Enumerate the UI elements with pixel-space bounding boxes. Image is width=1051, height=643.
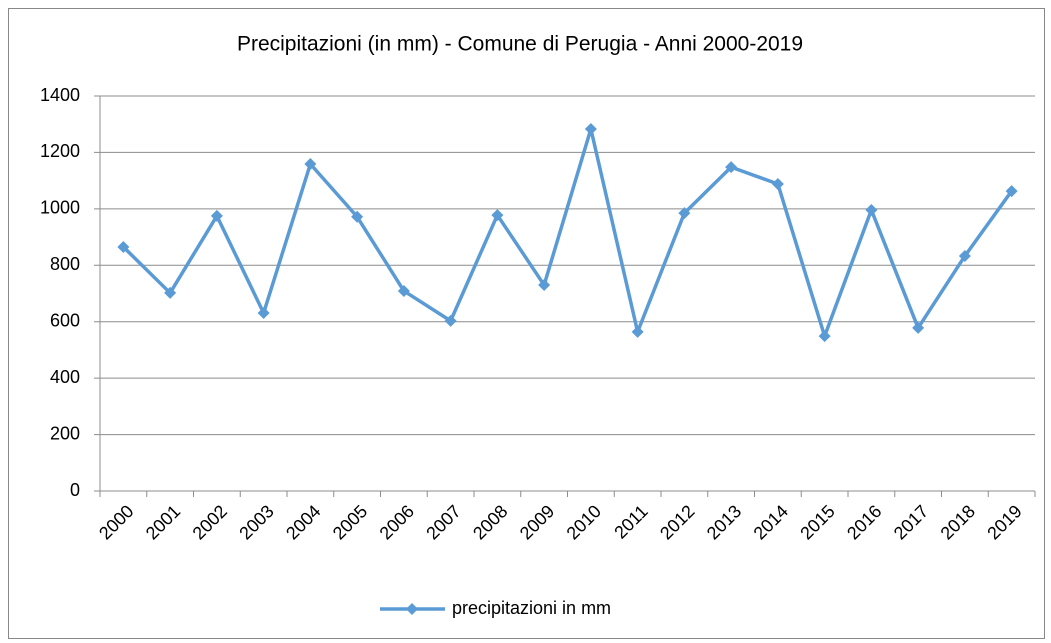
y-tick-label: 0 (70, 480, 80, 500)
point-marker (117, 240, 130, 253)
legend-marker (406, 603, 418, 615)
point-marker (912, 321, 925, 334)
point-marker (584, 123, 597, 136)
point-marker (351, 210, 364, 223)
y-tick-label: 1000 (40, 198, 80, 218)
point-marker (818, 330, 831, 343)
point-marker (491, 209, 504, 222)
series-line (122, 127, 1014, 338)
point-marker (1005, 185, 1018, 198)
point-marker (210, 209, 223, 222)
point-marker (865, 203, 878, 216)
y-tick-label: 1200 (40, 141, 80, 161)
point-marker (397, 284, 410, 297)
point-marker (304, 157, 317, 170)
chart-title: Precipitazioni (in mm) - Comune di Perug… (237, 33, 803, 56)
y-tick-label: 1400 (40, 85, 80, 105)
chart-frame (8, 8, 1045, 639)
point-marker (538, 279, 551, 292)
y-tick-label: 200 (50, 423, 80, 443)
point-marker (164, 286, 177, 299)
y-tick-label: 800 (50, 254, 80, 274)
point-marker (725, 161, 738, 174)
y-tick-label: 400 (50, 367, 80, 387)
point-marker (257, 306, 270, 319)
point-marker (958, 249, 971, 262)
legend-label: precipitazioni in mm (452, 598, 611, 618)
point-marker (631, 325, 644, 338)
y-tick-label: 600 (50, 310, 80, 330)
point-marker (444, 314, 457, 327)
point-marker (771, 178, 784, 191)
point-marker (678, 207, 691, 220)
